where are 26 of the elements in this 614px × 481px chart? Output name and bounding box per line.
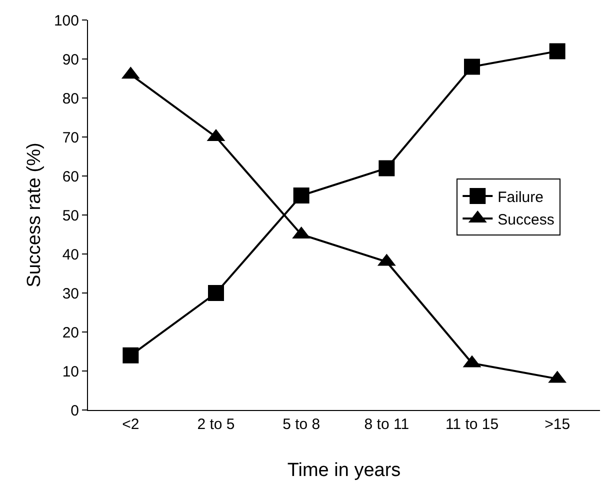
y-tick-label: 80 [62,90,79,108]
y-tick-label: 60 [62,168,79,186]
legend-label: Failure [498,188,544,206]
y-tick-label: 70 [62,129,79,146]
x-tick-label: 11 to 15 [445,416,499,433]
y-tick-label: 10 [62,363,79,380]
y-tick-label: 100 [54,12,79,30]
x-tick-label: <2 [122,416,140,433]
y-tick-label: 50 [62,207,79,224]
point [464,58,480,75]
x-axis-title: Time in years [287,460,401,481]
y-axis-title: Success rate (%) [24,142,45,288]
x-tick-label: 8 to 11 [364,416,410,433]
x-tick-label: 2 to 5 [197,416,235,433]
legend-label: Success [498,211,554,228]
x-tick-label: >15 [544,416,570,433]
y-tick-label: 40 [62,246,79,264]
y-tick-label: 90 [62,51,79,68]
x-tick-label: 5 to 8 [282,416,320,433]
point [293,188,310,204]
y-tick-label: 0 [70,402,79,420]
y-tick-label: 30 [62,285,79,302]
point [549,43,566,60]
point [208,285,224,301]
point [378,160,395,176]
y-tick-label: 20 [62,324,79,342]
